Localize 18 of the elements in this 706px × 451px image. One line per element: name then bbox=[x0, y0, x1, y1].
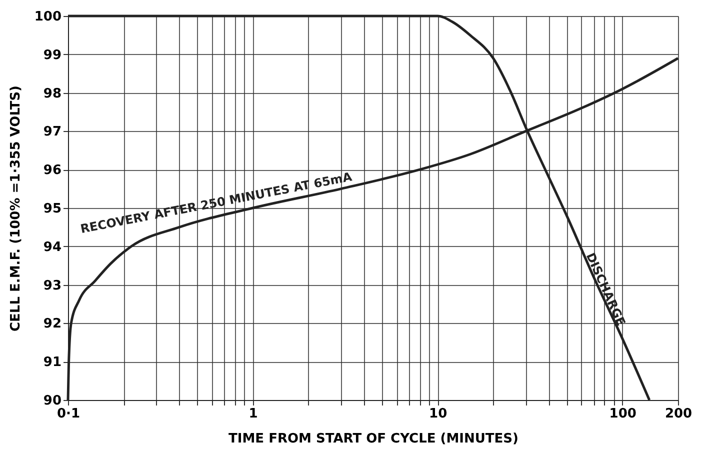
y-tick-label: 98 bbox=[43, 86, 62, 102]
y-tick-label: 92 bbox=[43, 316, 62, 332]
x-tick-label: 100 bbox=[609, 406, 636, 422]
y-axis-title: CELL E.M.F. (100% =1·355 VOLTS) bbox=[8, 86, 24, 332]
x-axis-title: TIME FROM START OF CYCLE (MINUTES) bbox=[228, 432, 518, 446]
y-tick-label: 94 bbox=[43, 240, 62, 255]
x-tick-label: 10 bbox=[429, 406, 448, 422]
y-tick-label: 95 bbox=[43, 202, 62, 216]
y-tick-label: 97 bbox=[43, 124, 62, 140]
y-tick-label: 96 bbox=[43, 163, 62, 178]
x-tick-label: 0·1 bbox=[56, 406, 80, 422]
x-tick-label: 1 bbox=[248, 406, 258, 422]
x-tick-label: 200 bbox=[664, 406, 692, 422]
y-tick-label: 91 bbox=[43, 355, 62, 370]
y-tick-label: 90 bbox=[43, 394, 62, 408]
y-tick-label: 100 bbox=[34, 10, 62, 24]
y-tick-label: 99 bbox=[43, 48, 62, 63]
y-tick-label: 93 bbox=[43, 278, 62, 294]
